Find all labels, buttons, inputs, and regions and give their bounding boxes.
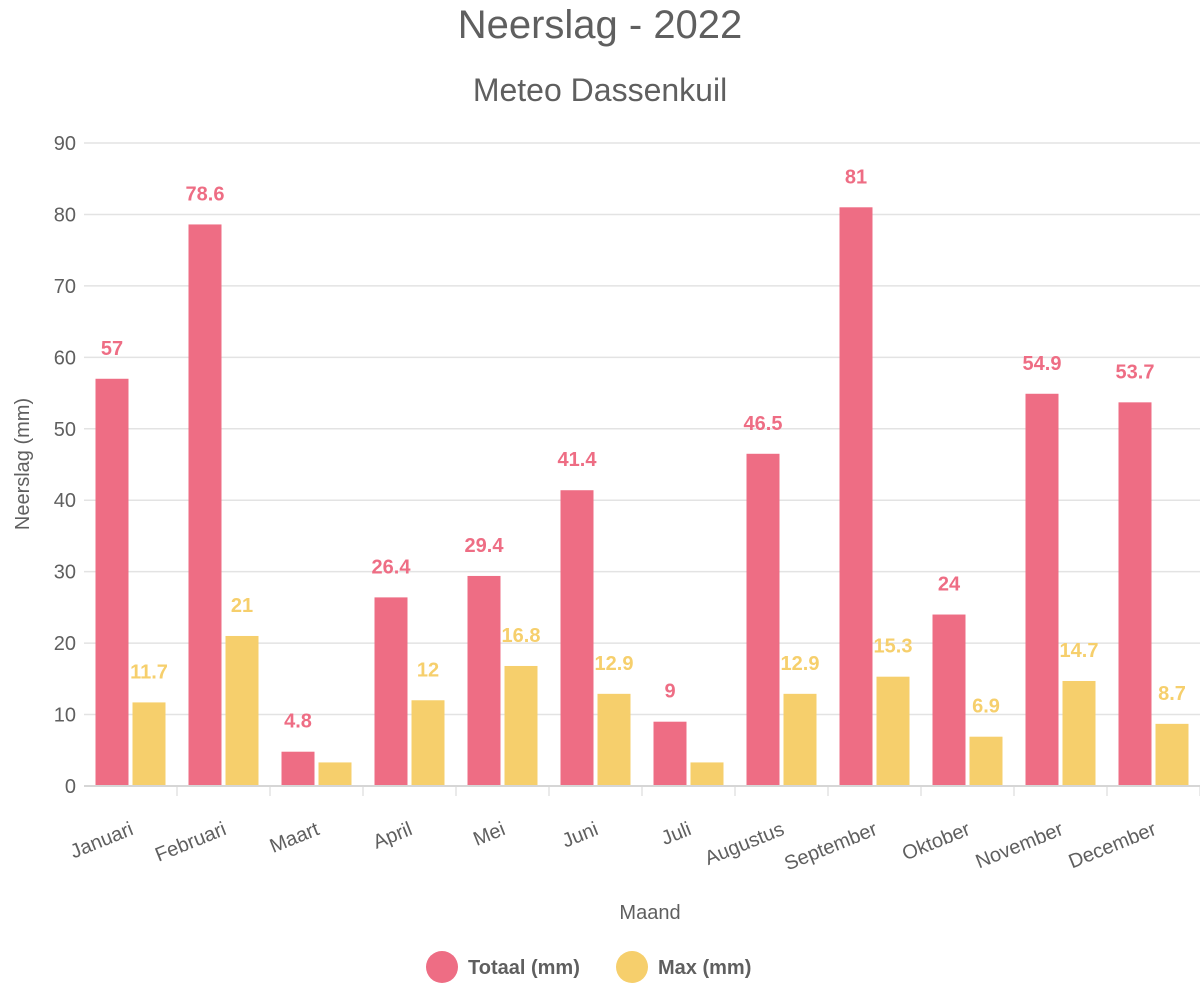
legend[interactable]: Totaal (mm) Max (mm) [426,951,751,983]
data-label-max-juni: 12.9 [595,653,634,675]
chart-subtitle: Meteo Dassenkuil [473,72,727,108]
y-tick-label-80: 80 [54,204,76,226]
x-axis-label: Maand [619,902,680,924]
bar-totaal-december[interactable] [1118,402,1152,786]
x-tick-label-mei: Mei [470,818,508,850]
legend-label: Totaal (mm) [468,957,580,979]
bar-max-oktober[interactable] [969,736,1003,786]
bar-max-juni[interactable] [597,693,631,786]
bar-totaal-november[interactable] [1025,393,1059,786]
bar-max-april[interactable] [411,700,445,786]
bar-max-augustus[interactable] [783,693,817,786]
y-tick-label-30: 30 [54,562,76,584]
bar-max-februari[interactable] [225,635,259,786]
legend-label: Max (mm) [658,957,751,979]
data-label-max-februari: 21 [231,595,253,617]
data-label-max-augustus: 12.9 [781,653,820,675]
y-tick-label-50: 50 [54,419,76,441]
y-tick-label-0: 0 [65,776,76,798]
data-label-totaal-februari: 78.6 [186,183,225,205]
data-label-totaal-maart: 4.8 [284,711,312,733]
data-label-totaal-april: 26.4 [372,556,412,578]
x-axis-ticks: Januari Februari Maart April Mei Juni Juli Augu… [67,785,1200,875]
bar-totaal-april[interactable] [374,597,408,786]
x-tick-label-juni: Juni [559,818,601,852]
bar-totaal-maart[interactable] [281,751,315,786]
bar-totaal-juli[interactable] [653,721,687,786]
legend-item-totaal[interactable]: Totaal (mm) [426,951,580,983]
y-tick-label-90: 90 [54,133,76,155]
bar-totaal-september[interactable] [839,207,873,787]
data-label-max-september: 15.3 [874,636,913,658]
data-label-totaal-juni: 41.4 [558,449,598,471]
bar-totaal-oktober[interactable] [932,614,966,786]
bar-totaal-juni[interactable] [560,490,594,786]
x-tick-label-januari: Januari [67,818,136,863]
x-tick-label-februari: Februari [152,818,229,866]
data-label-totaal-augustus: 46.5 [744,413,783,435]
data-label-max-november: 14.7 [1060,640,1099,662]
data-label-totaal-januari: 57 [101,338,123,360]
bar-totaal-augustus[interactable] [746,453,780,786]
x-tick-label-augustus: Augustus [702,818,788,870]
bars [95,207,1189,787]
data-label-totaal-juli: 9 [664,681,675,703]
bar-max-december[interactable] [1155,723,1189,786]
y-tick-label-20: 20 [54,633,76,655]
data-label-totaal-november: 54.9 [1023,353,1062,375]
data-labels: 57 11.7 78.6 21 4.8 26.4 12 29.4 16.8 41.4 12.9 9 46… [101,166,1186,732]
bar-max-januari[interactable] [132,702,166,786]
bar-totaal-januari[interactable] [95,378,129,786]
data-label-max-oktober: 6.9 [972,696,1000,718]
grid-lines [84,142,1200,787]
y-tick-label-10: 10 [54,705,76,727]
y-axis-ticks: 0 10 20 30 40 50 60 70 80 90 [54,133,76,798]
legend-item-max[interactable]: Max (mm) [616,951,751,983]
y-tick-label-60: 60 [54,347,76,369]
bar-max-september[interactable] [876,676,910,786]
x-tick-label-september: September [781,818,880,875]
data-label-totaal-september: 81 [845,166,867,188]
x-tick-label-maart: Maart [267,818,323,858]
data-label-max-januari: 11.7 [130,661,168,683]
data-label-totaal-oktober: 24 [938,574,961,596]
bar-max-juli[interactable] [690,762,724,786]
data-label-max-april: 12 [417,659,439,681]
y-tick-label-40: 40 [54,490,76,512]
y-tick-label-70: 70 [54,276,76,298]
legend-swatch [616,951,648,983]
bar-max-maart[interactable] [318,762,352,786]
bar-max-mei[interactable] [504,665,538,786]
x-tick-label-november: November [973,818,1067,873]
bar-totaal-mei[interactable] [467,575,501,786]
x-tick-label-oktober: Oktober [899,818,974,865]
data-label-max-december: 8.7 [1158,683,1186,705]
bar-totaal-februari[interactable] [188,224,222,787]
data-label-totaal-december: 53.7 [1116,361,1155,383]
x-tick-label-april: April [370,818,415,853]
legend-swatch [426,951,458,983]
data-label-totaal-mei: 29.4 [465,535,505,557]
y-axis-label: Neerslag (mm) [12,398,34,530]
chart-title: Neerslag - 2022 [458,3,743,47]
x-tick-label-juli: Juli [658,818,694,850]
x-tick-label-december: December [1066,818,1160,873]
bar-max-november[interactable] [1062,680,1096,786]
data-label-max-mei: 16.8 [502,625,541,647]
